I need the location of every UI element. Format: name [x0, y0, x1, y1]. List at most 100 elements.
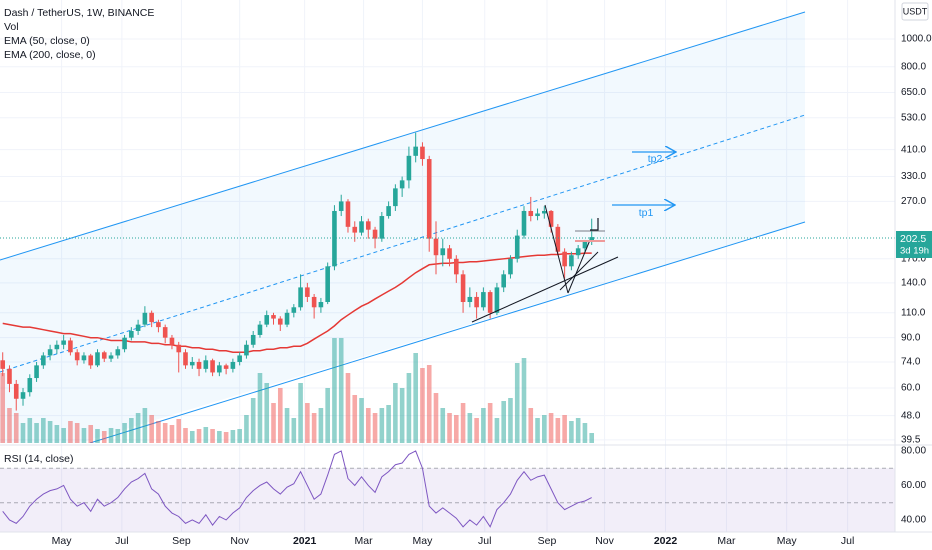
candle-body — [47, 349, 53, 356]
candle-body — [108, 355, 114, 359]
volume-bar — [413, 353, 418, 443]
candle-body — [447, 248, 452, 259]
x-tick-label: Mar — [355, 535, 374, 547]
candle-body — [203, 360, 209, 369]
volume-bar — [372, 413, 378, 443]
volume-bar — [569, 421, 574, 443]
candle-body — [481, 292, 486, 308]
candle-body — [135, 324, 141, 331]
candle-body — [332, 210, 337, 267]
candle-body — [88, 355, 94, 366]
y-tick-label: 90.0 — [901, 332, 921, 343]
volume-bar — [359, 398, 364, 443]
candle-body — [291, 307, 297, 313]
candle-body — [169, 337, 175, 345]
volume-bar — [555, 418, 561, 443]
y-tick-label: 170.0 — [901, 253, 926, 264]
channel-lower — [89, 221, 806, 443]
candle-body — [68, 340, 73, 353]
volume-bar — [433, 393, 439, 443]
x-tick-label: May — [52, 535, 73, 547]
ema-line — [2, 252, 592, 354]
candle-body — [61, 340, 66, 345]
volume-bar — [481, 408, 486, 443]
trend-line — [544, 204, 569, 294]
candle-body — [379, 216, 385, 239]
x-tick-label: May — [777, 535, 798, 547]
trend-line — [471, 256, 619, 323]
candle-body — [542, 210, 547, 214]
drawings — [0, 11, 806, 443]
candle-body — [420, 146, 425, 160]
candle-body — [237, 355, 242, 362]
volume-bar — [183, 428, 188, 443]
candle-body — [189, 361, 195, 366]
volume-bar — [562, 415, 567, 443]
x-tick-label: Sep — [538, 535, 557, 547]
candle-body — [365, 221, 371, 230]
x-tick-label: 2022 — [654, 535, 678, 547]
channel-mid — [0, 114, 806, 373]
candle-body — [250, 334, 256, 345]
volume-bar — [149, 415, 154, 443]
candle-body — [41, 355, 46, 366]
x-tick-label: Sep — [172, 535, 191, 547]
currency-button[interactable] — [901, 2, 929, 21]
candle-body — [101, 352, 107, 359]
candle-body — [257, 324, 263, 335]
last-price: 202.5 — [900, 233, 926, 245]
channel-upper — [0, 11, 806, 261]
candle-body — [95, 352, 100, 366]
candle-body — [589, 237, 595, 242]
candle-body — [217, 365, 222, 373]
candle-body — [142, 312, 148, 325]
candle-body — [426, 159, 432, 239]
volume-bar — [250, 398, 256, 443]
x-tick-label: Nov — [230, 535, 249, 547]
volume-bar — [508, 398, 513, 443]
candle-body — [494, 287, 500, 313]
volume-bar — [230, 430, 236, 443]
volume-bar — [95, 429, 100, 443]
y-tick-label: 270.0 — [901, 196, 926, 207]
candle-body — [345, 201, 351, 227]
drawings-top: tp2 tp1 — [0, 152, 895, 323]
rsi-title: RSI (14, close) — [4, 453, 73, 465]
volume-bar — [284, 408, 290, 443]
volume-bar — [454, 415, 459, 443]
candle-body — [487, 292, 493, 313]
trend-line — [567, 239, 591, 294]
currency[interactable]: USDT — [903, 6, 928, 16]
volume-bar — [34, 423, 39, 443]
candle-body — [562, 251, 567, 267]
candle-body — [176, 344, 182, 353]
volume-bar — [13, 413, 19, 443]
volume-bar — [514, 363, 520, 443]
volume-bar — [135, 413, 141, 443]
y-tick-label: 800.0 — [901, 61, 926, 72]
volume-bar — [264, 383, 270, 443]
volume-bar — [460, 403, 466, 443]
volume-bar — [142, 408, 148, 443]
candle-body — [13, 383, 19, 399]
candle-body — [0, 360, 6, 369]
candle-body — [521, 210, 527, 236]
volume-bar — [196, 429, 202, 443]
volume-bar — [318, 408, 324, 443]
volume-bar — [406, 373, 412, 443]
volume-bar — [393, 383, 398, 443]
candle-body — [528, 210, 534, 217]
volume-bar — [352, 395, 358, 443]
y-tick-label: 74.0 — [901, 357, 921, 368]
volume-bar — [81, 428, 87, 443]
volume-bar — [386, 405, 391, 443]
volume-bar — [542, 415, 547, 443]
volume-bar — [311, 413, 317, 443]
volume-bar — [440, 408, 446, 443]
legend-item: EMA (200, close, 0) — [4, 49, 96, 61]
candle-body — [264, 315, 270, 325]
candle-body — [440, 248, 446, 256]
volume-bar — [210, 429, 215, 443]
candle-body — [474, 296, 479, 308]
